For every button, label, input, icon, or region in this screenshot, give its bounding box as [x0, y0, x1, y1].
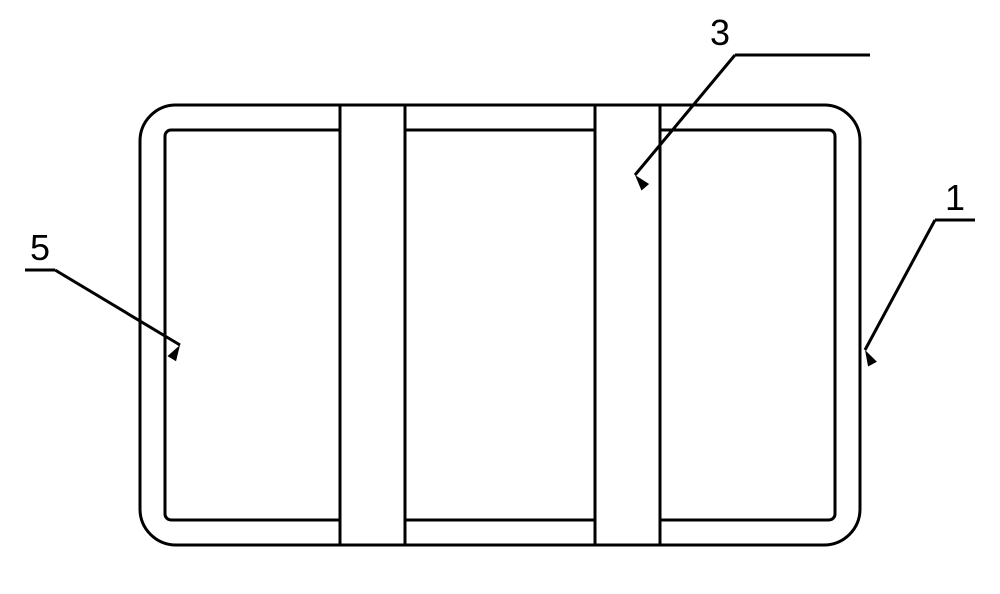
label-1: 1	[945, 177, 965, 218]
callout-5: 5	[25, 227, 180, 361]
label-3: 3	[710, 12, 730, 53]
arrowhead-icon	[865, 350, 877, 366]
inner-frame	[165, 130, 835, 520]
band-1	[340, 105, 405, 545]
arrowhead-icon	[167, 345, 180, 361]
band-2	[595, 105, 660, 545]
outer-body	[140, 105, 860, 545]
label-5: 5	[30, 227, 50, 268]
callout-1: 1	[865, 177, 975, 366]
